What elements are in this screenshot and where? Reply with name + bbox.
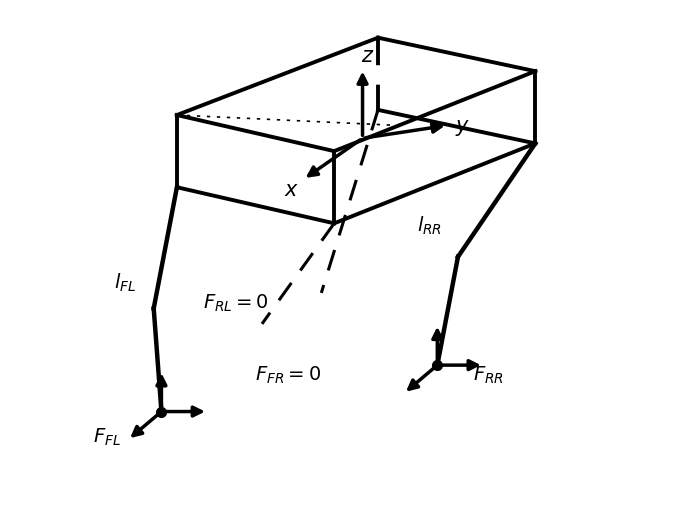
Text: $F_{FR}=0$: $F_{FR}=0$ [255, 365, 321, 386]
Text: $F_{RL}=0$: $F_{RL}=0$ [203, 292, 269, 314]
Text: $y$: $y$ [455, 118, 470, 138]
Text: $z$: $z$ [361, 46, 374, 66]
Text: $F_{RR}$: $F_{RR}$ [473, 365, 504, 386]
Text: $x$: $x$ [285, 180, 300, 200]
Text: $l_{FL}$: $l_{FL}$ [114, 271, 136, 294]
Text: $l_{RR}$: $l_{RR}$ [417, 215, 442, 237]
Text: $F_{FL}$: $F_{FL}$ [94, 427, 121, 448]
